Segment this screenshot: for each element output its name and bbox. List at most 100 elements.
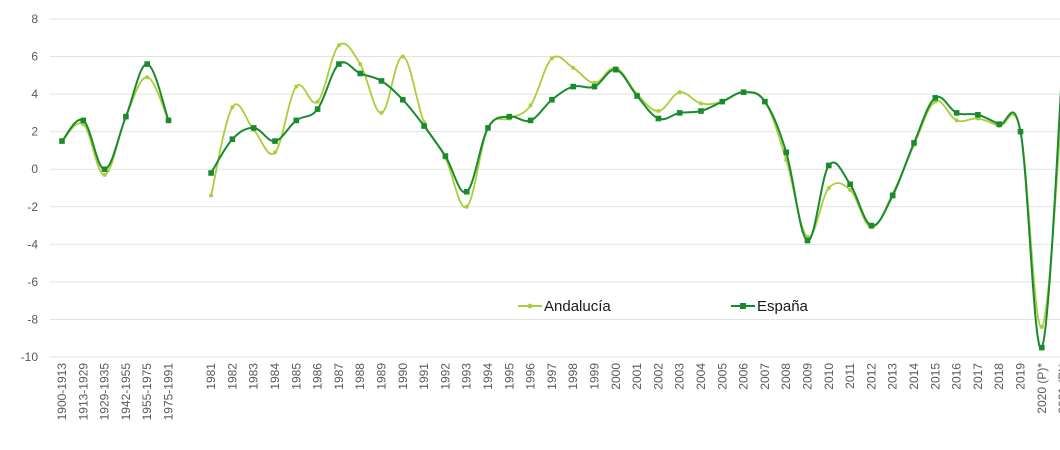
data-point: [1039, 324, 1044, 329]
data-point: [719, 98, 726, 105]
x-tick-label: 2007: [758, 363, 772, 390]
data-point: [123, 113, 129, 120]
data-point: [315, 99, 320, 104]
legend-label-andalucia: Andalucía: [544, 298, 611, 315]
data-point: [145, 75, 150, 80]
data-point: [826, 186, 831, 190]
data-point: [527, 117, 534, 124]
data-point: [889, 192, 896, 199]
y-axis: 8 6 4 2 0 -2 -4 -6 -8 -10: [21, 12, 39, 364]
legend: Andalucía España: [518, 298, 809, 315]
data-point: [591, 83, 598, 90]
legend-item-espana: España: [731, 298, 809, 315]
data-point: [378, 78, 385, 84]
y-tick-label: -6: [27, 275, 38, 289]
x-tick-label: 2014: [907, 363, 921, 390]
data-point: [273, 150, 277, 155]
series-andalucia: [60, 42, 1060, 329]
x-tick-label: 1983: [247, 363, 261, 390]
y-tick-label: 2: [31, 125, 38, 139]
data-point: [485, 125, 491, 131]
grid-lines: [50, 18, 1060, 358]
data-point: [613, 66, 619, 73]
data-point: [336, 43, 341, 48]
x-tick-label: 2004: [694, 363, 708, 390]
legend-label-espana: España: [757, 298, 809, 315]
data-point: [464, 204, 469, 209]
data-point: [656, 109, 661, 114]
x-tick-label: 2001: [630, 363, 644, 390]
x-tick-label: 1929-1935: [98, 363, 112, 421]
y-tick-label: 0: [31, 162, 38, 176]
data-point: [102, 172, 107, 177]
x-tick-label: 1997: [545, 363, 559, 390]
data-point: [208, 170, 214, 176]
data-point: [847, 181, 853, 188]
data-point: [676, 110, 683, 116]
x-tick-label: 1955-1975: [140, 363, 154, 421]
data-point: [570, 83, 576, 90]
data-point: [677, 90, 682, 95]
data-point: [144, 61, 150, 67]
data-point: [996, 121, 1002, 127]
x-tick-label: 1942-1955: [119, 363, 133, 421]
x-tick-label: 2020 (P)*: [1035, 363, 1049, 414]
data-point: [272, 138, 278, 144]
data-point: [762, 98, 768, 105]
x-tick-label: 1913-1929: [76, 363, 90, 421]
data-point: [848, 187, 853, 192]
x-tick-label: 1992: [438, 363, 452, 390]
legend-item-andalucia: Andalucía: [518, 298, 611, 315]
x-tick-label: 2008: [779, 363, 793, 390]
x-tick-label: 1985: [289, 363, 303, 390]
data-point: [911, 140, 917, 146]
data-point: [571, 65, 576, 70]
data-point: [1039, 344, 1045, 351]
data-point: [549, 96, 555, 103]
data-point: [314, 106, 321, 112]
x-tick-label: 2002: [651, 363, 665, 390]
data-point: [932, 95, 939, 101]
data-point: [783, 149, 789, 156]
data-point: [400, 96, 406, 103]
data-point: [953, 110, 960, 116]
data-point: [229, 136, 236, 142]
series-line: [210, 42, 1060, 328]
legend-marker-espana: [740, 303, 746, 309]
data-point: [400, 54, 405, 59]
x-tick-label: 1993: [460, 363, 474, 390]
data-point: [826, 162, 832, 169]
legend-marker-andalucia: [527, 303, 533, 309]
data-point: [230, 105, 235, 110]
x-tick-label: 2012: [864, 363, 878, 390]
x-tick-label: 2009: [801, 363, 815, 390]
x-tick-label: 1982: [225, 363, 239, 390]
data-point: [358, 62, 363, 67]
x-tick-label: 2010: [822, 363, 836, 390]
data-point: [634, 93, 640, 99]
y-tick-label: -10: [21, 350, 39, 364]
data-point: [250, 125, 257, 131]
data-point: [293, 117, 300, 124]
x-tick-label: 2016: [950, 363, 964, 390]
x-tick-label: 2019: [1014, 363, 1028, 390]
data-point: [442, 153, 449, 159]
x-tick-label: 2000: [609, 363, 623, 390]
data-point: [336, 61, 342, 67]
data-point: [165, 117, 172, 124]
data-point: [655, 115, 662, 122]
x-tick-label: 2013: [886, 363, 900, 390]
data-point: [421, 123, 427, 129]
data-point: [463, 188, 470, 195]
data-point: [506, 113, 513, 120]
data-point: [868, 222, 875, 229]
x-tick-label: 1991: [417, 363, 431, 390]
data-point: [975, 111, 981, 118]
y-tick-label: -4: [27, 237, 38, 251]
series-group: [59, 42, 1060, 351]
data-point: [357, 70, 363, 77]
y-tick-label: 6: [31, 50, 38, 64]
data-point: [209, 193, 214, 198]
x-tick-label: 2011: [843, 363, 857, 389]
